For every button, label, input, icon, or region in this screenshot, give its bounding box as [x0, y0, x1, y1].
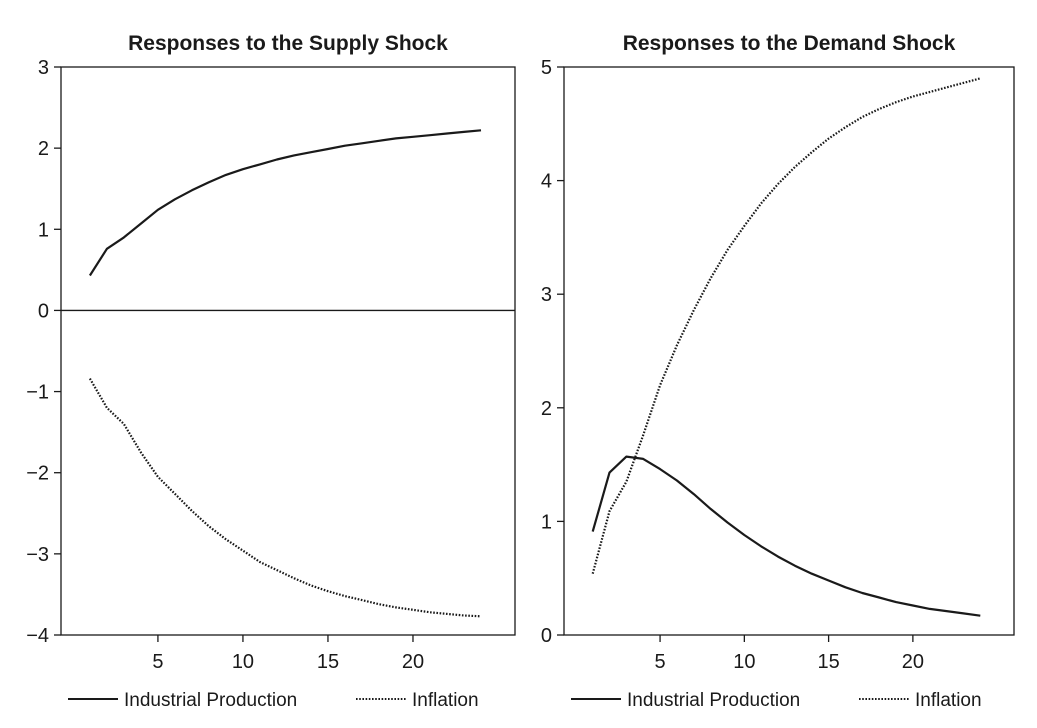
supply-series-inflation-line [88, 378, 482, 618]
supply-x-tick-label: 5 [152, 651, 163, 673]
demand-y-tick-label: 2 [541, 398, 552, 420]
supply-y-tick-label: 1 [38, 219, 49, 241]
demand-x-tick-label: 20 [902, 651, 924, 673]
demand-y-tick-label: 5 [541, 57, 552, 79]
demand-chart-title: Responses to the Demand Shock [623, 32, 956, 55]
demand-series-industrial-production-line [591, 455, 981, 617]
supply-y-tick-label: −3 [26, 544, 49, 566]
demand-y-tick-label: 1 [541, 511, 552, 533]
supply-y-tick-label: 2 [38, 138, 49, 160]
supply-x-tick-label: 15 [317, 651, 339, 673]
supply-legend-label: Industrial Production [124, 690, 297, 711]
demand-y-tick-label: 3 [541, 284, 552, 306]
demand-x-tick-label: 15 [817, 651, 839, 673]
demand-x-tick-label: 5 [655, 651, 666, 673]
supply-y-tick-label: −1 [26, 382, 49, 404]
supply-y-tick-label: −2 [26, 463, 49, 485]
demand-legend-label: Inflation [915, 690, 982, 711]
supply-y-tick-label: 3 [38, 57, 49, 79]
supply-chart-title: Responses to the Supply Shock [128, 32, 448, 55]
demand-y-tick-label: 4 [541, 171, 552, 193]
demand-y-tick-label: 0 [541, 625, 552, 647]
demand-plot-frame [563, 66, 1015, 636]
supply-y-tick-label: 0 [38, 300, 49, 322]
demand-legend-label: Industrial Production [627, 690, 800, 711]
supply-shock-panel: Responses to the Supply Shock −4 −3 −2 −1 0 1 2… [26, 32, 516, 711]
demand-x-tick-label: 10 [733, 651, 755, 673]
supply-y-tick-label: −4 [26, 625, 49, 647]
supply-legend-label: Inflation [412, 690, 479, 711]
demand-shock-panel: Responses to the Demand Shock 0 1 2 3 4 5 5 10 15… [541, 32, 1015, 711]
supply-series-industrial-production-line [88, 129, 482, 277]
demand-series-inflation-line [591, 77, 981, 574]
supply-plot-frame [60, 66, 516, 636]
supply-x-tick-label: 10 [232, 651, 254, 673]
supply-x-tick-label: 20 [402, 651, 424, 673]
